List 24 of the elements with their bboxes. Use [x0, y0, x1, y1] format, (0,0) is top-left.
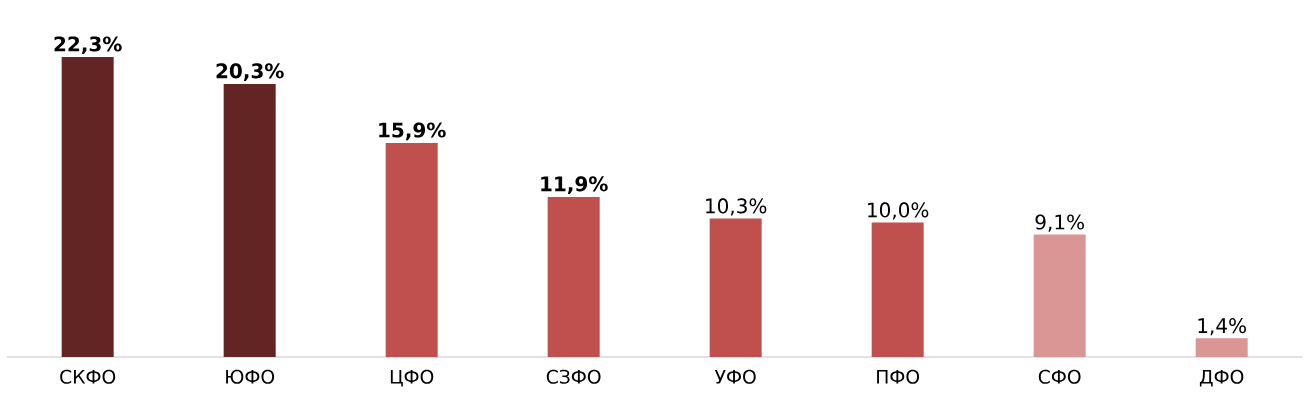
data-label: 1,4% — [1198, 318, 1246, 336]
data-label: 15,9% — [379, 122, 446, 141]
data-label: 20,3% — [216, 63, 284, 81]
bar — [547, 196, 600, 357]
bar — [709, 218, 762, 357]
bar — [1195, 338, 1248, 357]
bar — [871, 222, 924, 357]
x-tick-label: ПФО — [877, 369, 920, 384]
x-tick-label: СФО — [1038, 369, 1081, 384]
data-label: 11,9% — [541, 176, 608, 194]
x-tick-label: СЗФО — [546, 369, 601, 384]
x-tick-label: СКФО — [60, 369, 116, 384]
data-label: 22,3% — [54, 36, 122, 55]
data-label: 9,1% — [1035, 214, 1084, 232]
bar — [61, 57, 114, 357]
bar — [223, 83, 276, 357]
data-label: 10,0% — [868, 202, 929, 220]
x-tick-label: ЦФО — [390, 369, 434, 387]
bar — [385, 143, 438, 357]
x-tick-label: УФО — [714, 369, 756, 384]
bar — [1033, 234, 1086, 357]
x-tick-label: ЮФО — [226, 369, 275, 384]
data-label: 10,3% — [706, 198, 767, 216]
x-tick-label: ДФО — [1199, 369, 1244, 387]
